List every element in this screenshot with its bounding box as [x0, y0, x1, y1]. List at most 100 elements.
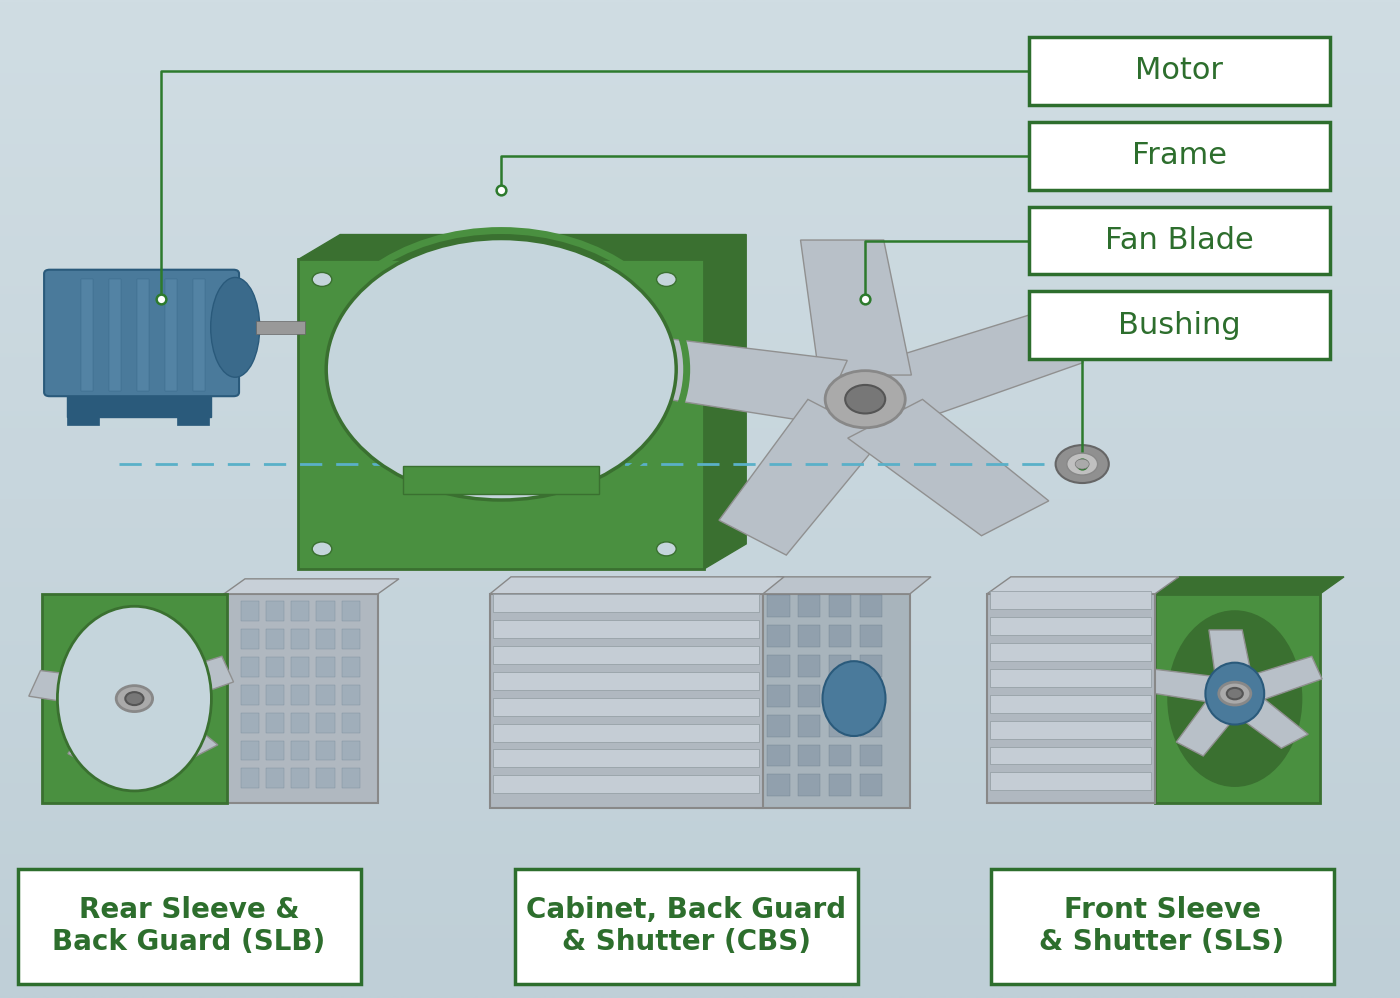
FancyBboxPatch shape	[266, 629, 284, 649]
FancyBboxPatch shape	[860, 745, 882, 766]
FancyBboxPatch shape	[990, 695, 1151, 713]
Polygon shape	[801, 241, 911, 375]
Ellipse shape	[57, 607, 211, 790]
Text: Fan Blade: Fan Blade	[1105, 226, 1254, 255]
FancyBboxPatch shape	[493, 749, 759, 767]
FancyBboxPatch shape	[241, 685, 259, 705]
FancyBboxPatch shape	[860, 774, 882, 796]
FancyBboxPatch shape	[829, 685, 851, 707]
Polygon shape	[1210, 630, 1253, 684]
FancyBboxPatch shape	[756, 594, 910, 808]
Polygon shape	[756, 577, 931, 594]
FancyBboxPatch shape	[266, 768, 284, 788]
Polygon shape	[224, 579, 399, 594]
FancyBboxPatch shape	[493, 594, 759, 612]
FancyBboxPatch shape	[798, 745, 820, 766]
FancyBboxPatch shape	[860, 715, 882, 737]
FancyBboxPatch shape	[798, 685, 820, 707]
FancyBboxPatch shape	[18, 868, 361, 984]
FancyBboxPatch shape	[342, 685, 360, 705]
Polygon shape	[69, 699, 143, 769]
Polygon shape	[298, 235, 746, 259]
FancyBboxPatch shape	[767, 655, 790, 677]
FancyBboxPatch shape	[1029, 291, 1330, 359]
FancyBboxPatch shape	[316, 629, 335, 649]
FancyBboxPatch shape	[1029, 207, 1330, 274]
FancyBboxPatch shape	[266, 685, 284, 705]
FancyBboxPatch shape	[291, 629, 309, 649]
Ellipse shape	[1205, 663, 1264, 725]
FancyBboxPatch shape	[860, 625, 882, 647]
Ellipse shape	[1226, 688, 1243, 700]
FancyBboxPatch shape	[316, 768, 335, 788]
FancyBboxPatch shape	[241, 657, 259, 677]
Bar	[67, 412, 98, 425]
FancyBboxPatch shape	[316, 601, 335, 621]
FancyBboxPatch shape	[990, 721, 1151, 739]
FancyBboxPatch shape	[342, 657, 360, 677]
Text: Motor: Motor	[1135, 56, 1224, 86]
FancyBboxPatch shape	[798, 595, 820, 617]
Polygon shape	[126, 699, 218, 760]
FancyBboxPatch shape	[767, 774, 790, 796]
Polygon shape	[883, 306, 1084, 423]
FancyBboxPatch shape	[493, 672, 759, 690]
Polygon shape	[633, 337, 847, 423]
Bar	[81, 278, 94, 391]
FancyBboxPatch shape	[493, 775, 759, 793]
FancyBboxPatch shape	[342, 713, 360, 733]
Bar	[193, 278, 206, 391]
Polygon shape	[105, 627, 155, 688]
FancyBboxPatch shape	[342, 629, 360, 649]
FancyBboxPatch shape	[241, 741, 259, 760]
FancyBboxPatch shape	[990, 617, 1151, 635]
FancyBboxPatch shape	[767, 685, 790, 707]
FancyBboxPatch shape	[241, 629, 259, 649]
FancyBboxPatch shape	[829, 625, 851, 647]
FancyBboxPatch shape	[767, 625, 790, 647]
FancyBboxPatch shape	[860, 685, 882, 707]
Polygon shape	[704, 235, 746, 569]
Ellipse shape	[657, 542, 676, 556]
FancyBboxPatch shape	[342, 741, 360, 760]
Ellipse shape	[657, 272, 676, 286]
FancyBboxPatch shape	[515, 868, 857, 984]
Text: Rear Sleeve &
Back Guard (SLB): Rear Sleeve & Back Guard (SLB)	[52, 896, 326, 956]
FancyBboxPatch shape	[266, 601, 284, 621]
FancyBboxPatch shape	[43, 269, 239, 396]
FancyBboxPatch shape	[241, 713, 259, 733]
FancyBboxPatch shape	[493, 620, 759, 638]
FancyBboxPatch shape	[241, 768, 259, 788]
FancyBboxPatch shape	[829, 774, 851, 796]
FancyBboxPatch shape	[291, 768, 309, 788]
Polygon shape	[987, 577, 1179, 594]
Bar	[165, 278, 178, 391]
Bar	[67, 392, 211, 417]
Ellipse shape	[210, 277, 260, 377]
FancyBboxPatch shape	[493, 724, 759, 742]
Ellipse shape	[1056, 445, 1109, 483]
FancyBboxPatch shape	[860, 655, 882, 677]
Polygon shape	[29, 671, 126, 710]
FancyBboxPatch shape	[798, 715, 820, 737]
Polygon shape	[143, 657, 234, 710]
FancyBboxPatch shape	[291, 601, 309, 621]
FancyBboxPatch shape	[298, 259, 704, 569]
Ellipse shape	[116, 686, 153, 712]
FancyBboxPatch shape	[266, 713, 284, 733]
Text: Frame: Frame	[1133, 141, 1226, 171]
FancyBboxPatch shape	[42, 594, 227, 803]
FancyBboxPatch shape	[493, 698, 759, 716]
FancyBboxPatch shape	[860, 595, 882, 617]
Bar	[403, 466, 599, 494]
Polygon shape	[720, 399, 882, 555]
FancyBboxPatch shape	[767, 745, 790, 766]
FancyBboxPatch shape	[990, 591, 1151, 609]
FancyBboxPatch shape	[990, 747, 1151, 764]
FancyBboxPatch shape	[991, 868, 1333, 984]
FancyBboxPatch shape	[342, 601, 360, 621]
Ellipse shape	[126, 693, 143, 706]
FancyBboxPatch shape	[266, 657, 284, 677]
FancyBboxPatch shape	[829, 715, 851, 737]
FancyBboxPatch shape	[342, 768, 360, 788]
